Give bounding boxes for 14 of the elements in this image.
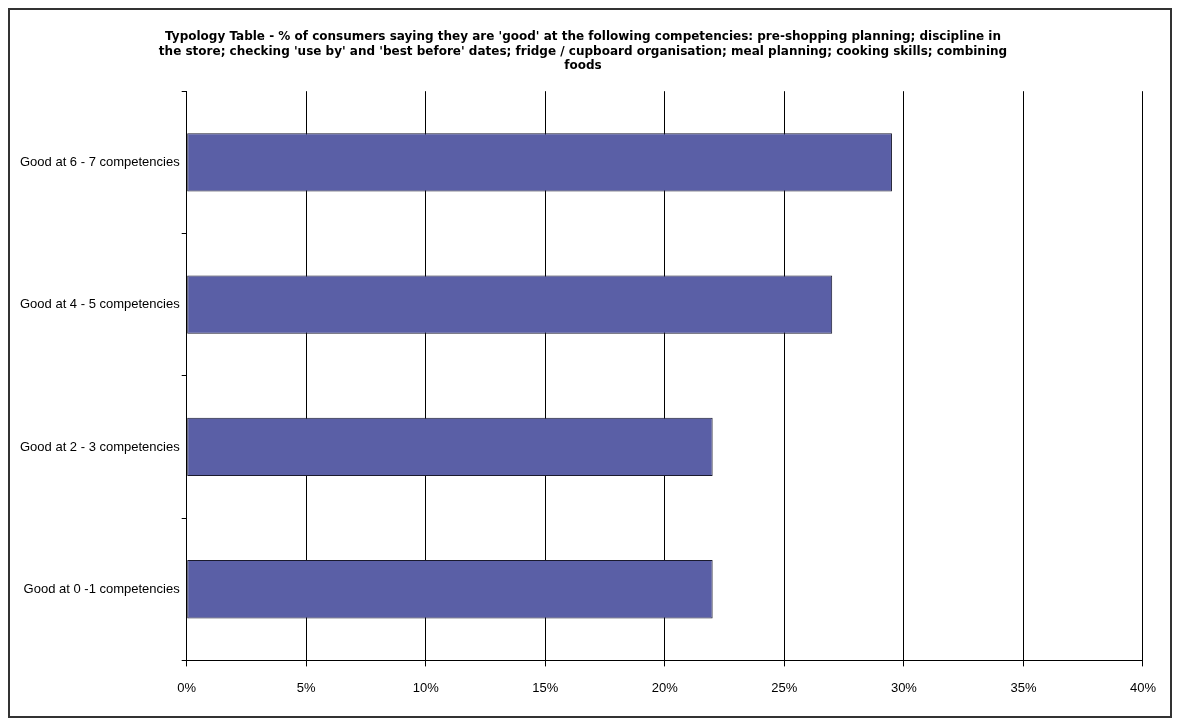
x-tick-label: 10% <box>412 679 440 695</box>
chart-title: Typology Table - % of consumers saying they are 'good' at the following competencies: pre-shopping planning; discipline in the store; checking 'use by' and 'best before' dates; fridge / cupboard organisation; meal planning; cooking skills; combining foods <box>158 29 1008 73</box>
y-tick-label: Good at 6 - 7 competencies <box>20 153 181 169</box>
x-tick-label: 20% <box>651 679 679 695</box>
x-tick-label: 5% <box>296 679 317 695</box>
x-tick-label: 30% <box>890 679 918 695</box>
y-tick-label: Good at 4 - 5 competencies <box>20 296 181 312</box>
x-tick-label: 0% <box>177 679 197 695</box>
y-tick-label: Good at 0 -1 competencies <box>23 580 181 596</box>
x-tick-label: 35% <box>1010 679 1037 695</box>
x-tick-label: 15% <box>532 679 559 695</box>
x-tick-label: 40% <box>1129 679 1157 695</box>
x-tick-label: 25% <box>771 679 798 695</box>
y-tick-label: Good at 2 - 3 competencies <box>20 438 181 454</box>
